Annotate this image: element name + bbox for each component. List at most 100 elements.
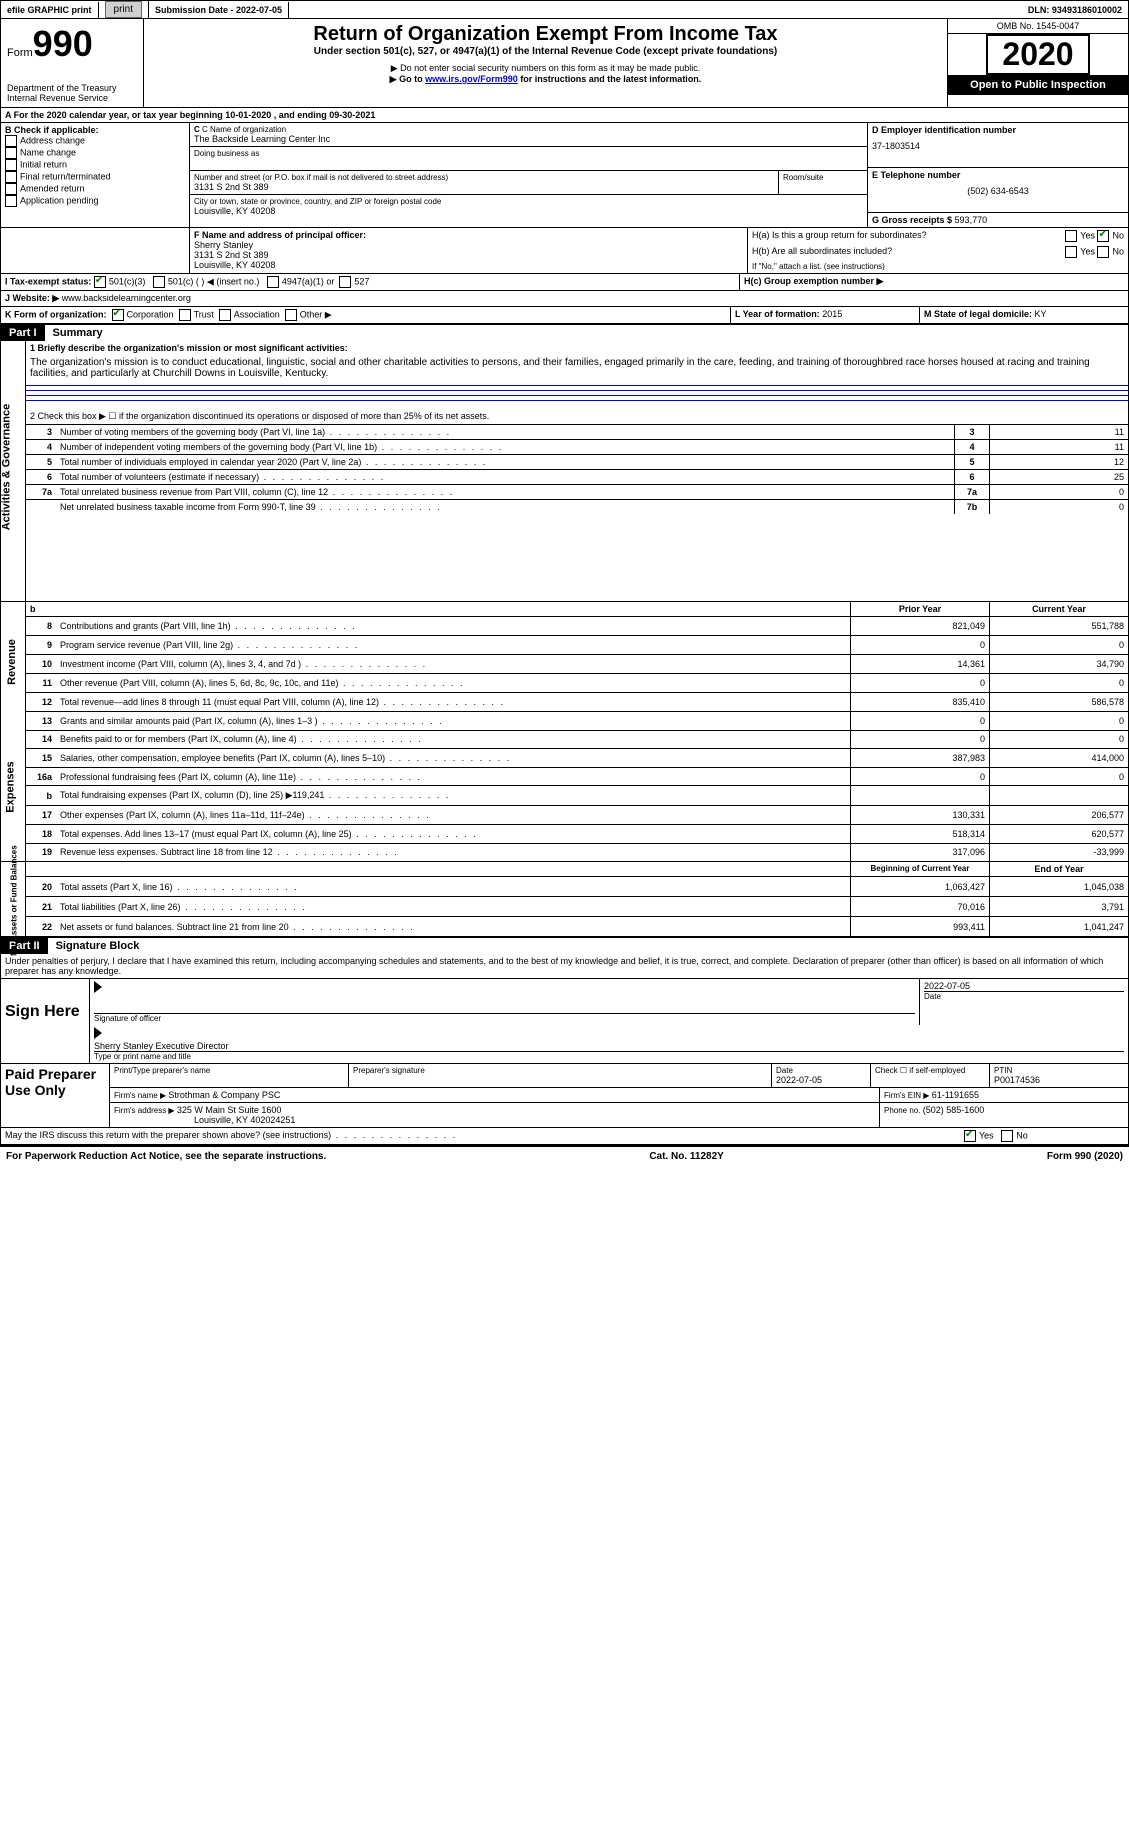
table-row: 4Number of independent voting members of… <box>26 440 1128 455</box>
discuss-yn: Yes No <box>960 1128 1128 1144</box>
discuss-text: May the IRS discuss this return with the… <box>1 1128 960 1144</box>
table-row: 13Grants and similar amounts paid (Part … <box>26 712 1128 731</box>
officer-addr1: 3131 S 2nd St 389 <box>194 250 743 260</box>
b-heading: B Check if applicable: <box>5 125 185 135</box>
period-a: A For the 2020 calendar year, or tax yea… <box>1 108 379 122</box>
spacer <box>289 7 1022 13</box>
governance-table: 3Number of voting members of the governi… <box>26 424 1128 514</box>
net-table: 20Total assets (Part X, line 16)1,063,42… <box>26 876 1128 936</box>
part2-header-row: Part II Signature Block <box>1 936 1128 954</box>
gross-receipts: 593,770 <box>955 215 988 225</box>
chk-amended[interactable]: Amended return <box>5 183 185 195</box>
chk-name-change[interactable]: Name change <box>5 147 185 159</box>
chk-initial[interactable]: Initial return <box>5 159 185 171</box>
i-501c3-check <box>94 276 106 288</box>
chk-final[interactable]: Final return/terminated <box>5 171 185 183</box>
table-row: 6Total number of volunteers (estimate if… <box>26 470 1128 485</box>
print-button[interactable]: print <box>105 1 142 18</box>
footer: For Paperwork Reduction Act Notice, see … <box>0 1145 1129 1166</box>
k-corp-check <box>112 309 124 321</box>
section-i: I Tax-exempt status: 501(c)(3) 501(c) ( … <box>1 274 740 290</box>
expense-block: Expenses 13Grants and similar amounts pa… <box>1 711 1128 861</box>
revenue-block: Revenue 8Contributions and grants (Part … <box>1 616 1128 711</box>
table-row: 16aProfessional fundraising fees (Part I… <box>26 767 1128 786</box>
section-deg: D Employer identification number 37-1803… <box>868 123 1128 227</box>
print-button-cell: print <box>99 1 149 18</box>
net-block: Net Assets or Fund Balances 20Total asse… <box>1 876 1128 936</box>
table-row: 8Contributions and grants (Part VIII, li… <box>26 617 1128 636</box>
dba-block: Doing business as <box>190 147 867 171</box>
section-b: B Check if applicable: Address change Na… <box>1 123 190 227</box>
c-name-block: C C Name of organization The Backside Le… <box>190 123 867 147</box>
sig-officer-lbl: Signature of officer <box>94 1013 915 1023</box>
form-id-cell: Form990 Department of the Treasury Inter… <box>1 19 144 107</box>
section-d: D Employer identification number 37-1803… <box>868 123 1128 168</box>
type-name-lbl: Type or print name and title <box>94 1052 1124 1061</box>
chk-app-pending[interactable]: Application pending <box>5 195 185 207</box>
firm-phone: (502) 585-1600 <box>923 1105 985 1115</box>
sig-date: 2022-07-05 <box>924 981 1124 991</box>
cat-no: Cat. No. 11282Y <box>649 1151 723 1162</box>
sig-row: Signature of officer 2022-07-05 Date <box>90 979 1128 1025</box>
section-h: H(a) Is this a group return for subordin… <box>748 228 1128 273</box>
city-block: City or town, state or province, country… <box>190 195 867 218</box>
section-e: E Telephone number (502) 634-6543 <box>868 168 1128 213</box>
perjury-text: Under penalties of perjury, I declare th… <box>1 954 1128 978</box>
table-row: 22Net assets or fund balances. Subtract … <box>26 917 1128 936</box>
org-name: The Backside Learning Center Inc <box>194 134 863 144</box>
table-row: 14Benefits paid to or for members (Part … <box>26 730 1128 749</box>
governance-block: Activities & Governance 1 Briefly descri… <box>1 341 1128 601</box>
bcd-row: B Check if applicable: Address change Na… <box>1 122 1128 227</box>
date-lbl: Date <box>924 991 1124 1001</box>
preparer-block: Paid Preparer Use Only Print/Type prepar… <box>1 1063 1128 1127</box>
period-row: A For the 2020 calendar year, or tax yea… <box>1 107 1128 122</box>
open-public: Open to Public Inspection <box>948 75 1128 95</box>
hb-row: H(b) Are all subordinates included? Yes … <box>748 244 1128 260</box>
boy-eoy-header: Beginning of Current Year End of Year <box>1 861 1128 876</box>
firm-name: Strothman & Company PSC <box>168 1090 280 1100</box>
table-row: 9Program service revenue (Part VIII, lin… <box>26 636 1128 655</box>
chk-addr-change[interactable]: Address change <box>5 135 185 147</box>
sidebar-governance: Activities & Governance <box>1 341 26 601</box>
blank-header-cell: b <box>26 602 850 616</box>
pp-row1: Print/Type preparer's name Preparer's si… <box>110 1064 1128 1088</box>
section-f: F Name and address of principal officer:… <box>190 228 748 273</box>
i-row: I Tax-exempt status: 501(c)(3) 501(c) ( … <box>1 273 1128 290</box>
section-l: L Year of formation: 2015 <box>731 307 920 323</box>
arrow-icon <box>94 981 102 993</box>
table-row: 15Salaries, other compensation, employee… <box>26 749 1128 768</box>
city: Louisville, KY 40208 <box>194 206 863 216</box>
klm-row: K Form of organization: Corporation Trus… <box>1 306 1128 323</box>
section-j: J Website: ▶ www.backsidelearningcenter.… <box>1 291 1128 306</box>
sign-block: Sign Here Signature of officer 2022-07-0… <box>1 978 1128 1063</box>
expense-table: 13Grants and similar amounts paid (Part … <box>26 711 1128 861</box>
table-row: 19Revenue less expenses. Subtract line 1… <box>26 843 1128 861</box>
pycy-header: b Prior Year Current Year <box>1 601 1128 616</box>
officer-addr2: Louisville, KY 40208 <box>194 260 743 270</box>
blank-header2 <box>26 862 850 876</box>
table-row: 5Total number of individuals employed in… <box>26 455 1128 470</box>
preparer-fields: Print/Type preparer's name Preparer's si… <box>109 1064 1128 1127</box>
ein: 37-1803514 <box>872 141 1124 151</box>
dept-treasury: Department of the Treasury <box>7 83 137 93</box>
table-row: 11Other revenue (Part VIII, column (A), … <box>26 674 1128 693</box>
sidebar-pad <box>1 602 26 616</box>
sidebar-net: Net Assets or Fund Balances <box>1 876 26 936</box>
part2-title: Signature Block <box>48 938 148 954</box>
sidebar-revenue: Revenue <box>1 616 26 711</box>
firm-ein: 61-1191655 <box>932 1090 979 1100</box>
table-row: 20Total assets (Part X, line 16)1,063,42… <box>26 877 1128 897</box>
sign-fields: Signature of officer 2022-07-05 Date She… <box>89 979 1128 1063</box>
irs-link[interactable]: www.irs.gov/Form990 <box>425 74 518 84</box>
governance-content: 1 Briefly describe the organization's mi… <box>26 341 1128 601</box>
current-year-header: Current Year <box>990 602 1128 616</box>
street: 3131 S 2nd St 389 <box>194 182 774 192</box>
omb-row: OMB No. 1545-0047 <box>948 19 1128 34</box>
table-row: 12Total revenue—add lines 8 through 11 (… <box>26 693 1128 711</box>
discuss-yes-check <box>964 1130 976 1142</box>
phone: (502) 634-6543 <box>872 186 1124 196</box>
table-row: 3Number of voting members of the governi… <box>26 425 1128 440</box>
ha-row: H(a) Is this a group return for subordin… <box>748 228 1128 244</box>
mission-text: The organization's mission is to conduct… <box>26 355 1128 381</box>
line2: 2 Check this box ▶ ☐ if the organization… <box>26 409 1128 424</box>
